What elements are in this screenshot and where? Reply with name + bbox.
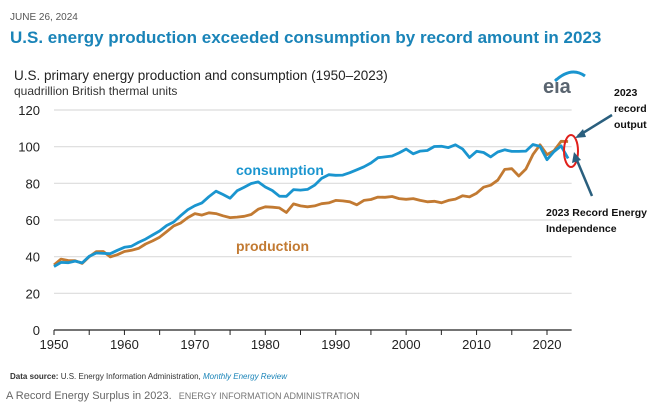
consumption-label: consumption <box>236 162 324 178</box>
x-tick-label: 1960 <box>110 337 139 352</box>
y-tick-label: 60 <box>26 213 40 228</box>
source-label: Data source: <box>10 372 59 381</box>
data-source: Data source: U.S. Energy Information Adm… <box>10 372 287 381</box>
x-tick-label: 1970 <box>180 337 209 352</box>
annotation-record-independence: 2023 Record Energy Independence <box>546 207 647 235</box>
caption-text: A Record Energy Surplus in 2023. <box>6 390 172 402</box>
production-line <box>53 139 569 266</box>
x-tick-label: 2010 <box>462 337 491 352</box>
source-text: U.S. Energy Information Administration, <box>60 372 201 381</box>
x-tick-label: 2000 <box>392 337 421 352</box>
annotation-record-output: 2023 record output <box>614 87 647 131</box>
chart-subtitle: quadrillion British thermal units <box>14 84 178 98</box>
x-tick-label: 1990 <box>321 337 350 352</box>
arrow-record-independence <box>574 157 594 197</box>
chart-title: U.S. primary energy production and consu… <box>14 68 388 83</box>
publish-date: JUNE 26, 2024 <box>10 12 78 23</box>
x-tick-label: 1980 <box>251 337 280 352</box>
consumption-line <box>53 143 570 268</box>
source-link[interactable]: Monthly Energy Review <box>203 372 288 381</box>
y-tick-label: 0 <box>33 323 40 338</box>
eia-logo: eia <box>543 70 586 99</box>
arrowhead-icon <box>572 152 581 163</box>
x-tick-label: 2020 <box>533 337 562 352</box>
highlight-ellipse <box>563 134 579 168</box>
arrowhead-icon <box>575 129 586 138</box>
y-tick-label: 100 <box>18 140 40 155</box>
x-tick-label: 1950 <box>40 337 69 352</box>
y-tick-label: 40 <box>26 250 40 265</box>
caption-credit: ENERGY INFORMATION ADMINISTRATION <box>178 391 360 401</box>
headline: U.S. energy production exceeded consumpt… <box>10 28 602 47</box>
logo-text: eia <box>543 76 571 98</box>
production-label: production <box>236 238 309 254</box>
y-tick-label: 80 <box>26 176 40 191</box>
y-tick-label: 20 <box>26 286 40 301</box>
caption: A Record Energy Surplus in 2023. ENERGY … <box>6 390 360 402</box>
y-tick-label: 120 <box>18 103 40 118</box>
logo-swoosh-icon <box>553 70 586 82</box>
